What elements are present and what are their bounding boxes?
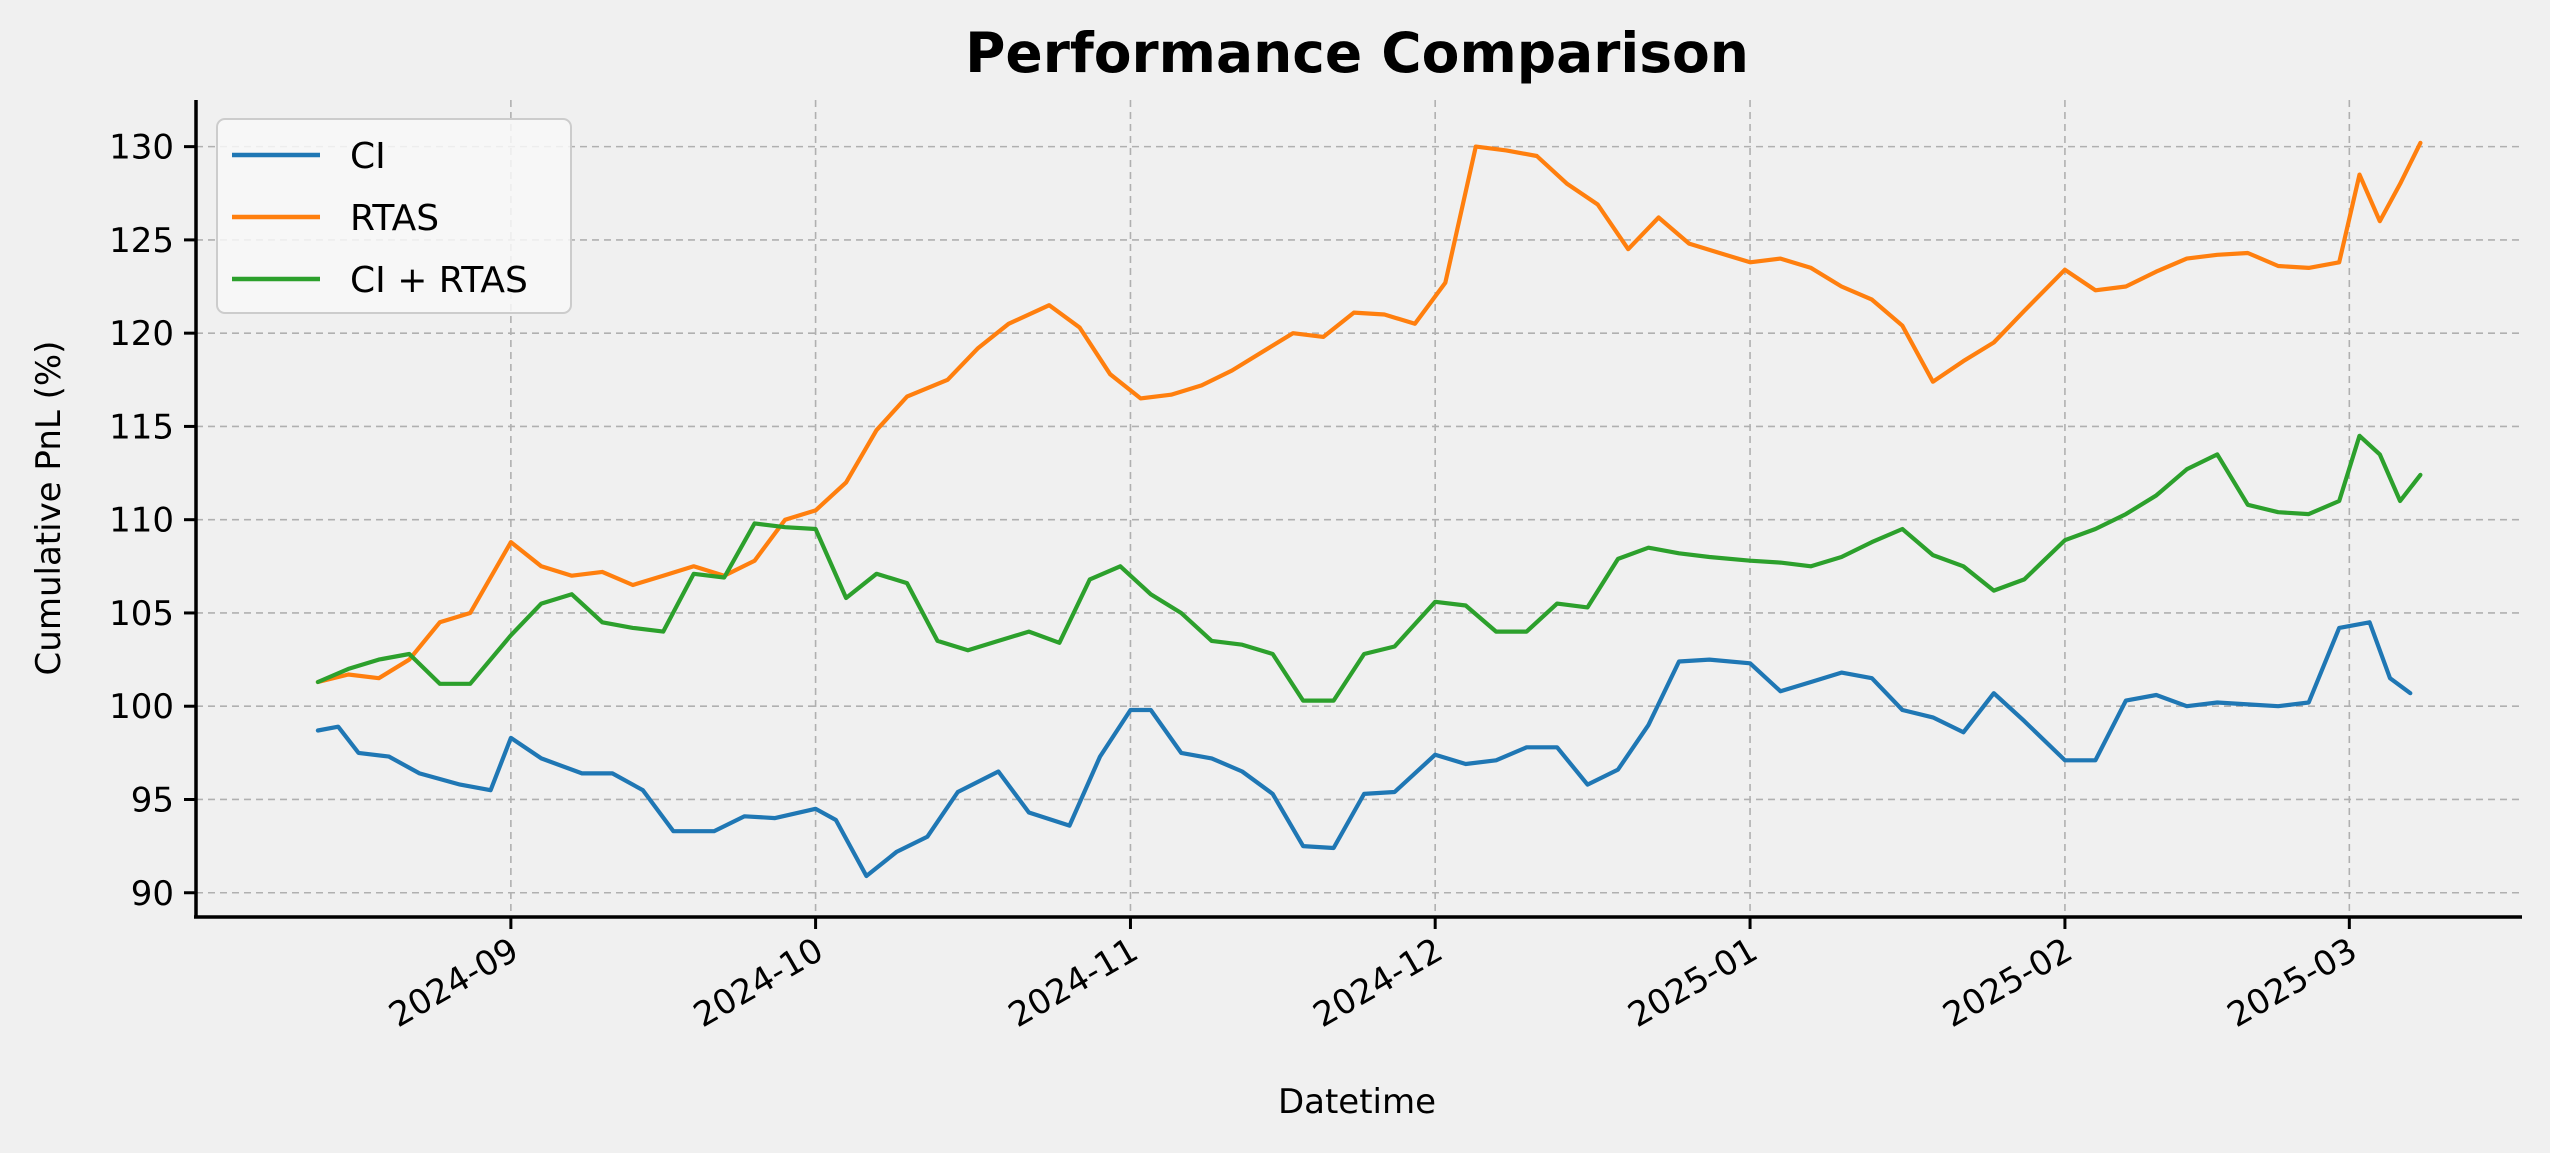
x-axis-title: Datetime — [1278, 1082, 1436, 1122]
y-tick-label: 115 — [109, 407, 174, 447]
y-tick-label: 90 — [131, 874, 174, 914]
y-axis-title: Cumulative PnL (%) — [29, 341, 69, 676]
series-line-ci-rtas — [315, 433, 2423, 703]
legend-label: RTAS — [350, 198, 439, 239]
y-tick-label: 105 — [109, 594, 174, 634]
series-lines — [315, 140, 2423, 879]
y-tick-label: 130 — [109, 128, 174, 168]
y-axis-ticks: 90 95 100 105 110 115 120 125 130 — [109, 128, 196, 914]
y-tick-label: 120 — [109, 314, 174, 354]
legend: CI RTAS CI + RTAS — [216, 118, 572, 314]
y-tick-label: 100 — [109, 687, 174, 727]
legend-label: CI — [350, 136, 386, 177]
y-tick-label: 125 — [109, 221, 174, 261]
y-tick-label: 110 — [109, 501, 174, 541]
chart-title: Performance Comparison — [965, 21, 1749, 85]
y-tick-label: 95 — [131, 780, 174, 820]
series-line-rtas — [315, 140, 2423, 685]
legend-label: CI + RTAS — [350, 260, 528, 301]
legend-box — [216, 118, 572, 314]
series-line-ci — [315, 620, 2413, 879]
